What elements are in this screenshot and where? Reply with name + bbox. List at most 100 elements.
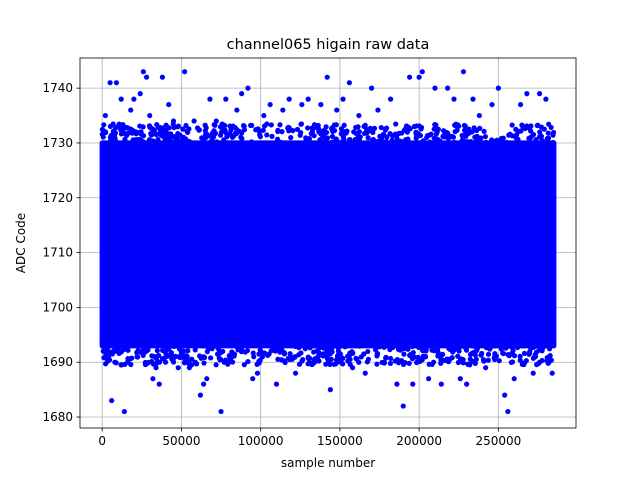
edge-point [305,125,311,131]
edge-point [275,356,281,362]
edge-point [250,350,256,356]
edge-point [297,132,303,138]
edge-point [184,353,190,360]
edge-point [218,129,225,135]
edge-point [530,344,536,350]
edge-point [371,125,378,132]
edge-point [523,358,529,364]
edge-point [407,352,413,359]
edge-point [214,139,220,145]
edge-point [467,356,473,362]
edge-point [505,352,511,358]
edge-point [521,361,527,368]
edge-point [394,136,400,142]
edge-point [496,358,502,364]
edge-point [365,135,371,141]
edge-point [221,137,227,143]
edge-point [333,357,340,363]
edge-point [429,361,435,367]
edge-point [542,139,548,146]
data-points [99,69,557,415]
edge-point [186,126,192,132]
edge-point [473,356,479,362]
outlier-point [495,85,501,91]
edge-point [511,353,518,359]
edge-point [209,346,215,352]
edge-point [545,130,551,136]
outlier-point [324,74,330,80]
edge-point [161,127,167,134]
edge-point [294,126,301,133]
edge-point [170,359,177,365]
outlier-point [394,381,400,387]
edge-point [341,122,347,128]
edge-point [103,129,109,136]
edge-point [379,135,385,142]
edge-point [281,350,288,356]
edge-point [509,122,515,128]
outlier-point [368,85,375,91]
edge-point [362,122,368,128]
edge-point [220,348,226,355]
edge-point [275,128,281,135]
outlier-point [299,101,305,108]
edge-point [527,136,533,142]
edge-point [315,126,322,132]
edge-point [536,134,543,140]
edge-point [478,135,484,141]
edge-point [169,139,175,145]
edge-point [245,358,251,365]
edge-point [290,127,296,134]
edge-point [440,128,447,134]
edge-point [508,344,515,350]
edge-point [181,360,188,366]
edge-point [349,349,355,355]
edge-point [415,354,421,360]
edge-point [101,122,107,128]
outlier-point [536,91,543,97]
edge-point [415,131,421,137]
edge-point [491,138,497,145]
edge-point [212,122,218,128]
edge-point [192,359,198,365]
outlier-point [362,370,368,376]
edge-point [550,129,557,136]
outlier-point [197,392,204,398]
edge-point [171,343,177,350]
edge-point [192,347,198,353]
edge-point [210,134,216,140]
edge-point [401,351,407,357]
edge-point [329,345,335,351]
edge-point [279,129,285,135]
edge-point [298,121,304,127]
outlier-point [207,96,213,102]
edge-point [256,351,262,357]
outlier-point [273,381,280,387]
edge-point [333,122,339,128]
edge-point [455,122,461,128]
outlier-point [128,107,134,113]
outlier-point [464,381,470,387]
chart-title: channel065 higain raw data [227,37,430,53]
edge-point [518,128,524,134]
edge-point [344,128,350,134]
edge-point [324,343,330,349]
edge-point [99,126,106,133]
edge-point [241,362,247,368]
edge-point [467,362,473,368]
outlier-point [349,365,356,371]
edge-point [370,136,376,143]
edge-point [353,130,359,136]
y-tick-label: 1700 [42,300,73,314]
outlier-point [153,365,159,371]
edge-point [324,354,330,360]
edge-point [307,344,313,350]
edge-point [435,350,442,356]
edge-point [431,126,437,132]
edge-point [233,140,239,146]
edge-point [464,139,471,145]
outlier-point [159,74,166,80]
edge-point [299,358,305,364]
edge-point [498,346,505,352]
edge-point [202,122,208,128]
